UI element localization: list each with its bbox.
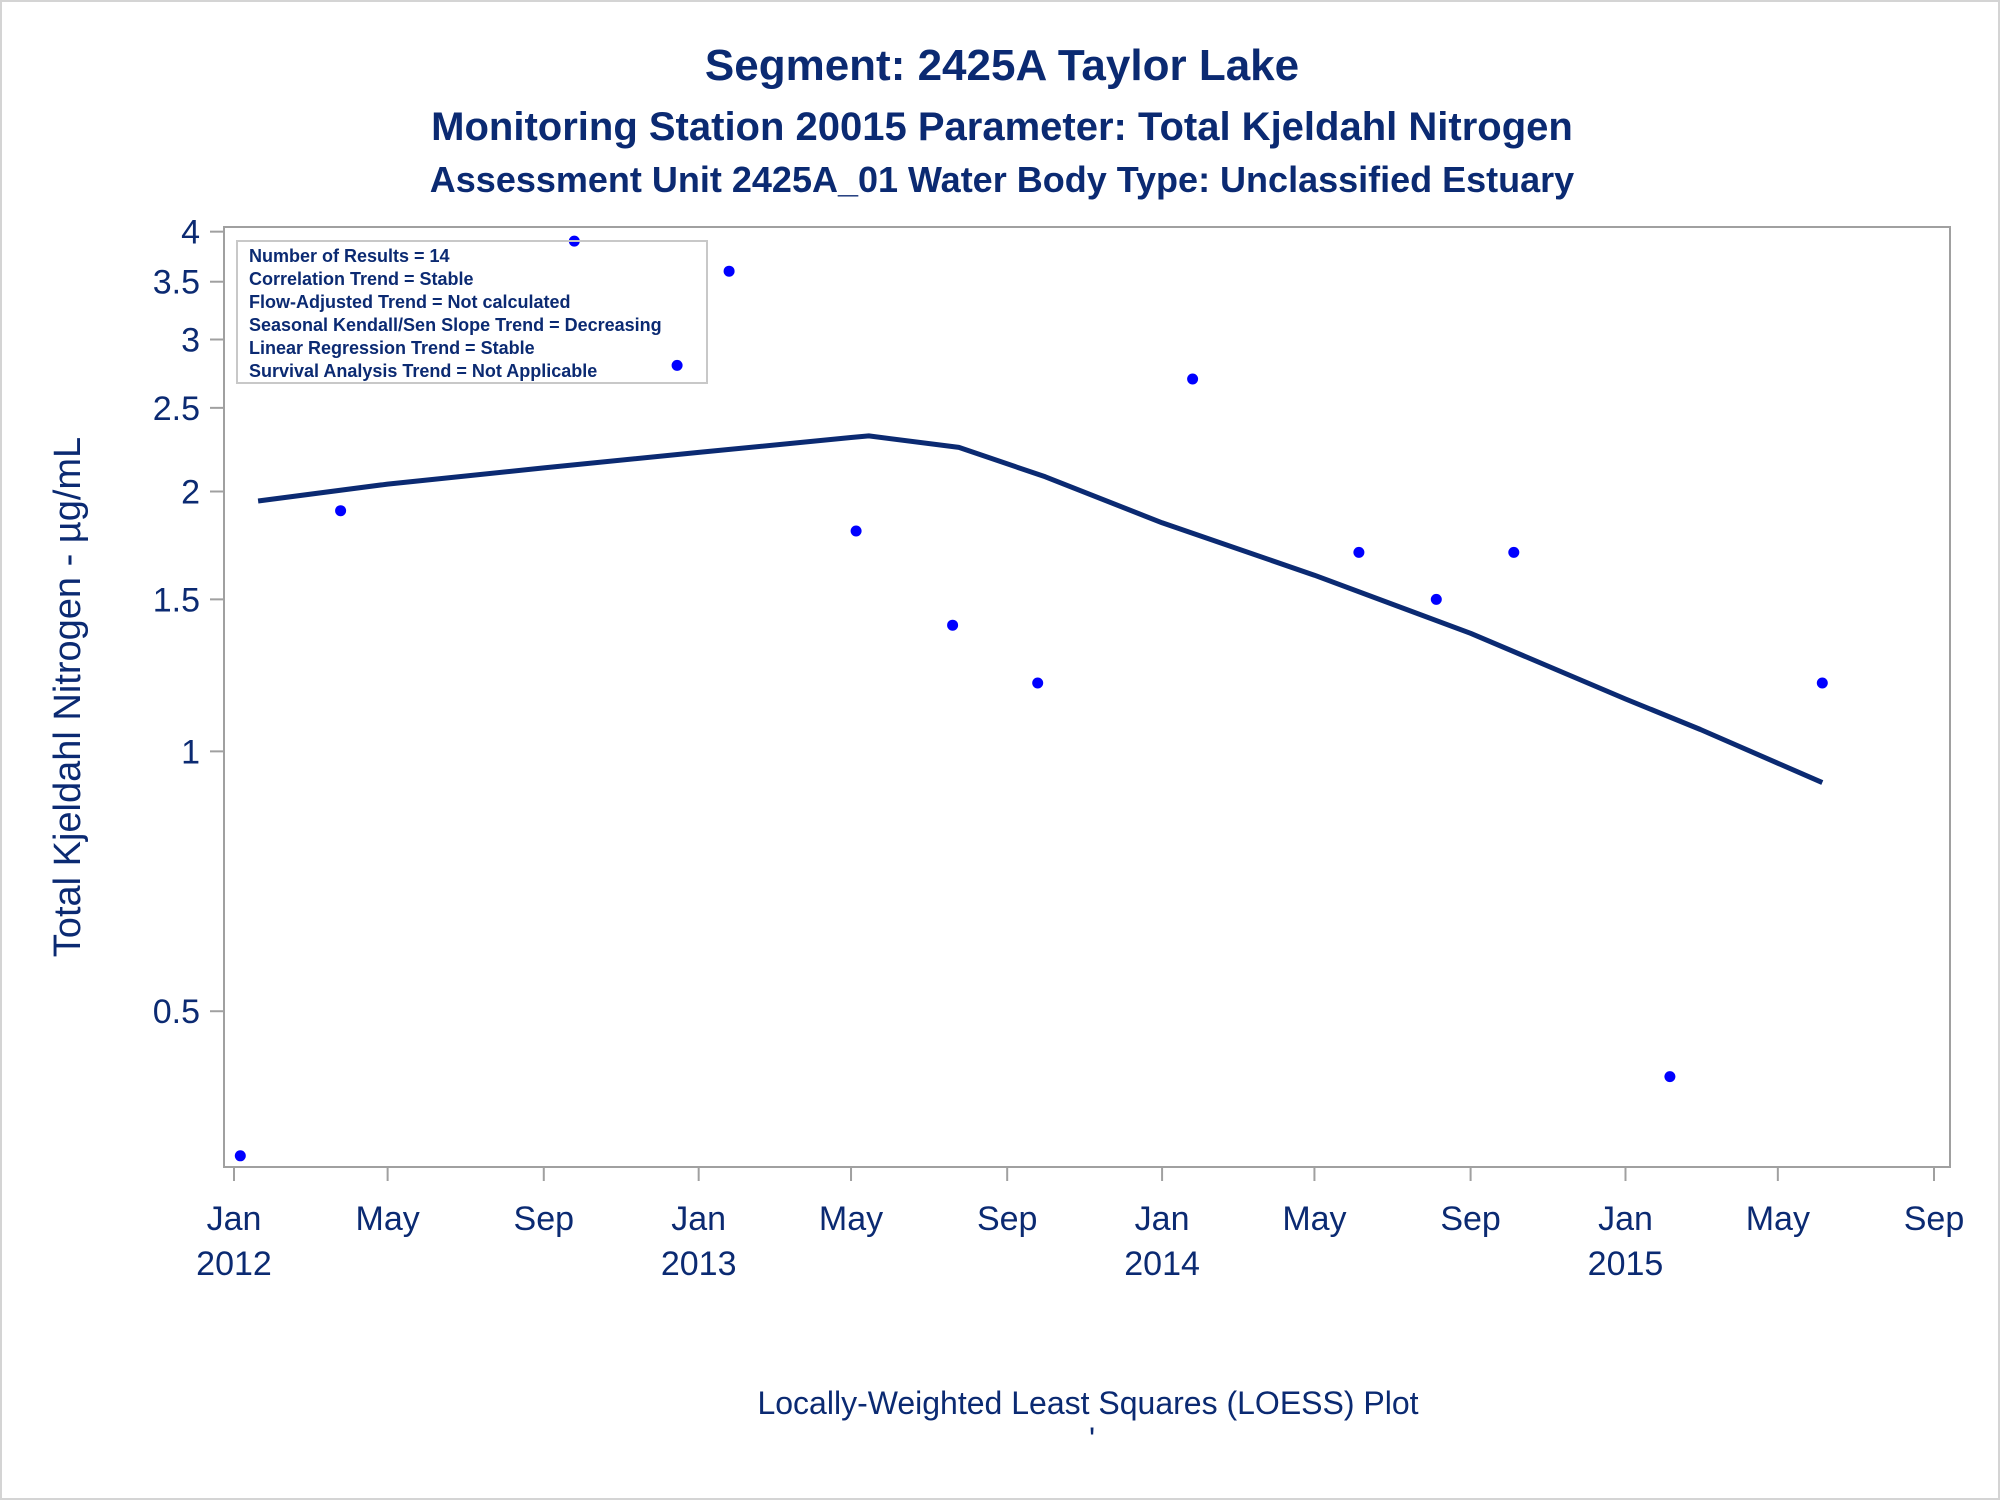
- y-tick-label: 4: [181, 214, 200, 252]
- data-point: [335, 505, 347, 517]
- x-tick-label: Sep: [977, 1200, 1038, 1238]
- x-tick-label: May: [1746, 1200, 1810, 1238]
- chart-title: Segment: 2425A Taylor Lake: [705, 41, 1299, 90]
- y-tick-label: 2: [181, 474, 200, 512]
- x-tick-year-label: 2013: [661, 1245, 737, 1283]
- footnote-loess: Locally-Weighted Least Squares (LOESS) P…: [757, 1385, 1418, 1421]
- x-tick-label: Jan: [207, 1200, 262, 1238]
- y-axis-label: Total Kjeldahl Nitrogen - µg/mL: [47, 437, 89, 957]
- data-points-layer: [234, 235, 1828, 1162]
- loess-line: [257, 433, 1824, 785]
- y-tick-label: 0.5: [153, 993, 200, 1031]
- stats-linear-regression-trend: Linear Regression Trend = Stable: [249, 338, 535, 358]
- y-tick-label: 2.5: [153, 390, 200, 428]
- footnote-mark: ': [1089, 1421, 1095, 1457]
- stats-correlation-trend: Correlation Trend = Stable: [249, 269, 474, 289]
- data-point: [1032, 677, 1044, 689]
- stats-survival-analysis-trend: Survival Analysis Trend = Not Applicable: [249, 361, 597, 381]
- data-point: [947, 619, 959, 631]
- x-tick-label: Sep: [1904, 1200, 1965, 1238]
- data-point: [1187, 373, 1199, 385]
- data-point: [234, 1150, 246, 1162]
- stats-legend-border: [236, 240, 708, 384]
- x-tick-label: Jan: [1135, 1200, 1190, 1238]
- stats-number-of-results: Number of Results = 14: [249, 246, 450, 266]
- chart-subtitle-assessment: Assessment Unit 2425A_01 Water Body Type…: [430, 159, 1574, 200]
- plot-area: [223, 226, 1951, 1168]
- x-tick-label: Sep: [1440, 1200, 1501, 1238]
- x-tick-year-label: 2015: [1588, 1245, 1664, 1283]
- x-tick-year-label: 2014: [1124, 1245, 1200, 1283]
- x-tick-label: May: [356, 1200, 420, 1238]
- stats-seasonal-kendall-trend: Seasonal Kendall/Sen Slope Trend = Decre…: [249, 315, 662, 335]
- x-tick-label: May: [819, 1200, 883, 1238]
- data-point: [1664, 1071, 1676, 1083]
- y-tick-label: 3: [181, 322, 200, 360]
- data-point: [1508, 546, 1520, 558]
- y-axis: 4 3.5 3 2.5 2 1.5 1 0.5: [153, 214, 224, 1031]
- data-point: [723, 265, 735, 277]
- y-tick-label: 3.5: [153, 264, 200, 302]
- x-axis: Jan 2012 May Sep Jan 2013 May Sep Jan 2014 May Sep J…: [196, 1167, 1964, 1283]
- stats-flow-adjusted-trend: Flow-Adjusted Trend = Not calculated: [249, 292, 571, 312]
- stats-legend-box: Number of Results = 14 Correlation Trend…: [236, 240, 708, 384]
- data-point: [850, 525, 862, 537]
- data-point: [1353, 546, 1365, 558]
- loess-line-layer: [257, 433, 1824, 785]
- data-point: [671, 359, 683, 371]
- y-tick-label: 1.5: [153, 581, 200, 619]
- x-tick-label: Jan: [1598, 1200, 1653, 1238]
- y-tick-label: 1: [181, 733, 200, 771]
- x-tick-label: May: [1282, 1200, 1346, 1238]
- data-point: [1430, 593, 1442, 605]
- chart-subtitle-station: Monitoring Station 20015 Parameter: Tota…: [431, 105, 1573, 149]
- x-tick-label: Sep: [514, 1200, 575, 1238]
- x-tick-label: Jan: [671, 1200, 726, 1238]
- x-tick-year-label: 2012: [196, 1245, 272, 1283]
- data-point: [1816, 677, 1828, 689]
